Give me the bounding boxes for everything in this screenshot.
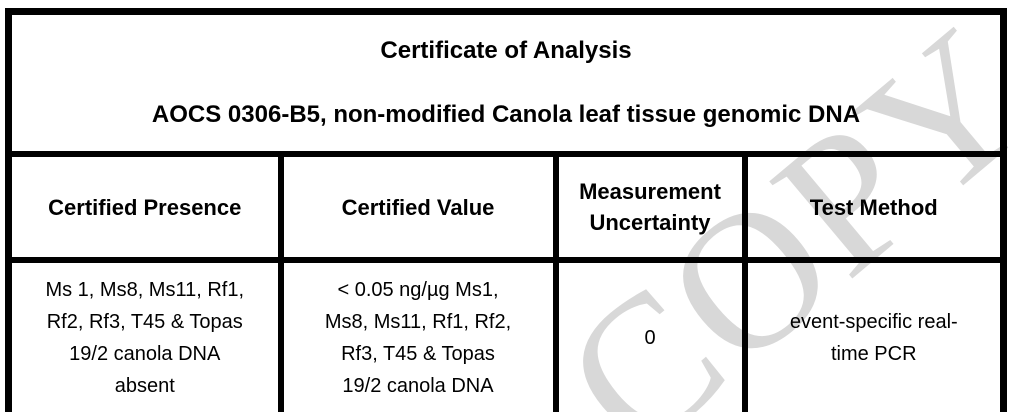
certificate-header-cell: Certificate of Analysis AOCS 0306-B5, no… [5, 8, 1007, 157]
certificate-subtitle: AOCS 0306-B5, non-modified Canola leaf t… [151, 101, 861, 128]
title-block: Certificate of Analysis AOCS 0306-B5, no… [20, 36, 992, 129]
column-header-certified-value: Certified Value [277, 151, 559, 263]
column-header-certified-presence: Certified Presence [5, 151, 284, 263]
column-header-test-method: Test Method [741, 151, 1007, 263]
cell-certified-value: < 0.05 ng/µg Ms1, Ms8, Ms11, Rf1, Rf2, R… [277, 257, 559, 412]
cell-measurement-uncertainty: 0 [552, 257, 748, 412]
table-row: Ms 1, Ms8, Ms11, Rf1, Rf2, Rf3, T45 & To… [5, 257, 1007, 412]
certificate-header-row: Certificate of Analysis AOCS 0306-B5, no… [5, 8, 1007, 157]
cell-certified-presence: Ms 1, Ms8, Ms11, Rf1, Rf2, Rf3, T45 & To… [5, 257, 284, 412]
certificate-title: Certificate of Analysis [380, 36, 632, 64]
certificate-table: Certificate of Analysis AOCS 0306-B5, no… [5, 8, 1007, 412]
column-header-measurement-uncertainty: Measurement Uncertainty [552, 151, 748, 263]
cell-test-method: event-specific real- time PCR [741, 257, 1007, 412]
column-header-row: Certified Presence Certified Value Measu… [5, 151, 1007, 263]
